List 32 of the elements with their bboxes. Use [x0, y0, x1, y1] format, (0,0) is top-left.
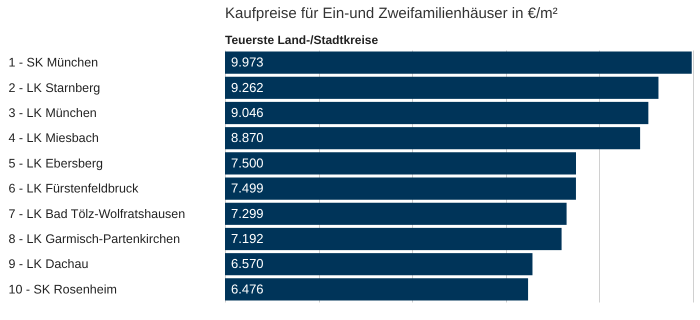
bar	[225, 76, 658, 99]
bar	[225, 278, 528, 300]
bar	[225, 152, 576, 174]
data-label: 6.476	[231, 281, 264, 296]
chart-subtitle: Teuerste Land-/Stadtkreise	[225, 33, 378, 47]
bar	[225, 102, 648, 124]
data-label: 7.192	[231, 231, 264, 246]
bar	[225, 228, 562, 250]
data-label: 8.870	[231, 130, 264, 146]
bar	[225, 253, 532, 276]
bar	[225, 202, 567, 225]
y-tick-label: 5 - LK Ebersberg	[8, 156, 104, 170]
y-tick-label: 6 - LK Fürstenfeldbruck	[8, 182, 140, 196]
bar	[225, 178, 576, 200]
data-label: 9.973	[231, 54, 264, 70]
data-label: 6.570	[231, 256, 264, 272]
bar	[225, 127, 640, 150]
bar	[225, 52, 692, 74]
y-tick-label: 8 - LK Garmisch-Partenkirchen	[8, 232, 180, 246]
data-label: 7.499	[231, 180, 264, 196]
data-label: 9.046	[231, 105, 264, 120]
y-tick-label: 2 - LK Starnberg	[8, 80, 100, 95]
y-tick-label: 7 - LK Bad Tölz-Wolfratshausen	[8, 206, 186, 221]
y-tick-label: 1 - SK München	[8, 56, 98, 70]
data-label: 9.262	[231, 80, 264, 95]
y-tick-label: 3 - LK München	[8, 106, 97, 120]
chart-title: Kaufpreise für Ein-und Zweifamilienhäuser in €/m²	[225, 5, 558, 22]
y-tick-label: 10 - SK Rosenheim	[8, 282, 117, 296]
data-label: 7.299	[231, 206, 264, 221]
data-label: 7.500	[231, 155, 264, 170]
y-tick-label: 9 - LK Dachau	[8, 257, 88, 272]
y-tick-label: 4 - LK Miesbach	[8, 131, 99, 146]
